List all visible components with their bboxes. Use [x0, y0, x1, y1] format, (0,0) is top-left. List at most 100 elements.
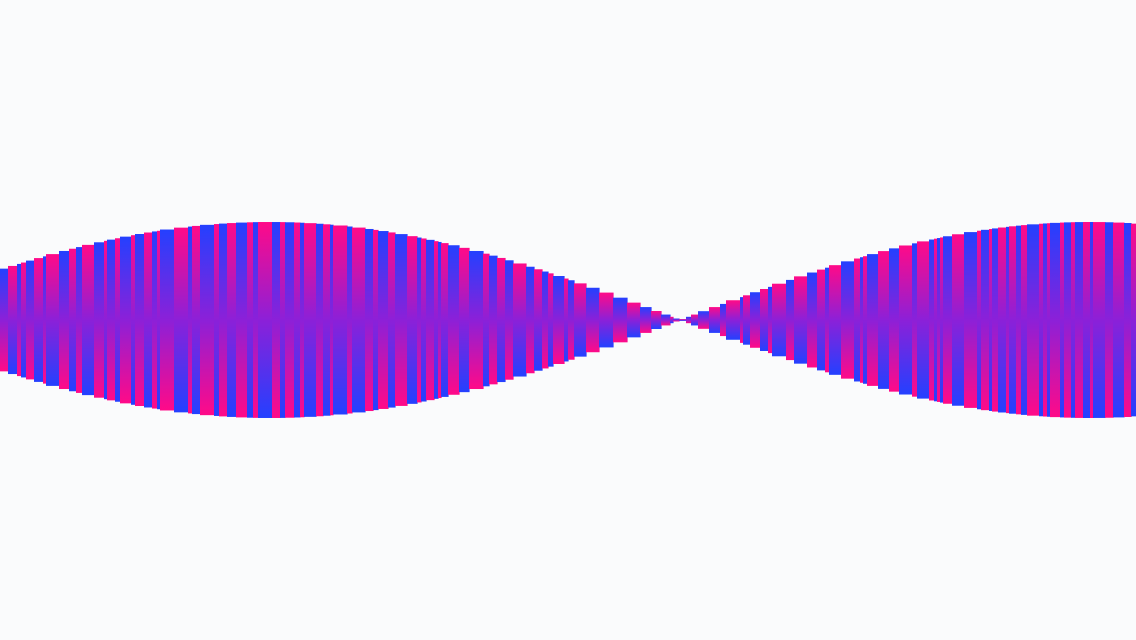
ribbon-stripe [227, 223, 237, 417]
ribbon-stripe [160, 229, 175, 411]
ribbon-stripe [937, 238, 941, 402]
ribbon-stripe [497, 257, 506, 383]
ribbon-stripe [21, 262, 27, 378]
ribbon-stripe [26, 260, 35, 380]
ribbon-stripe [661, 314, 671, 326]
ribbon-stripe [1113, 222, 1125, 418]
ribbon-stripe [272, 222, 281, 418]
ribbon-stripe [586, 287, 600, 353]
ribbon-stripe [373, 229, 379, 411]
ribbon-stripe [188, 226, 193, 414]
ribbon-stripe [726, 300, 741, 340]
ribbon-stripe [998, 227, 1007, 413]
ribbon-stripe [1124, 223, 1132, 417]
ribbon-stripe [860, 257, 864, 383]
ribbon-stripe [352, 227, 366, 413]
ribbon-stripe [829, 265, 842, 375]
ribbon-stripe [258, 222, 273, 418]
ribbon-stripe [285, 222, 295, 418]
ribbon-stripe [912, 243, 918, 397]
ribbon-stripe [627, 302, 641, 338]
ribbon-stripe [107, 239, 116, 401]
ribbon-stripe [917, 241, 930, 399]
ribbon-stripe [698, 311, 710, 329]
ribbon-stripe [679, 319, 687, 321]
ribbon-stripe [889, 248, 900, 392]
ribbon-stripe [640, 307, 652, 333]
ribbon-stripe [673, 318, 680, 322]
ribbon-stripe [94, 242, 105, 398]
ribbon-stripe [599, 292, 614, 348]
ribbon-stripe [59, 250, 70, 390]
ribbon-stripe [1021, 225, 1028, 415]
ribbon-stripe [825, 267, 830, 373]
ribbon-stripe [459, 247, 470, 393]
ribbon-stripe [534, 269, 543, 371]
ribbon-stripe [772, 283, 787, 357]
ribbon-stripe [120, 236, 132, 404]
ribbon-stripe [82, 244, 95, 396]
ribbon-stripe [651, 311, 662, 329]
ribbon-stripe [1039, 223, 1044, 417]
ribbon-stripe [743, 295, 751, 345]
ribbon-stripe [943, 236, 953, 404]
ribbon-stripe [768, 286, 773, 354]
ribbon-stripe [992, 228, 999, 412]
ribbon-stripe [280, 222, 286, 418]
ribbon-stripe [378, 231, 389, 409]
ribbon-stripe [157, 230, 161, 410]
ribbon-stripe [395, 234, 408, 406]
ribbon-stripe [1071, 222, 1076, 418]
ribbon-stripe [513, 263, 527, 377]
ribbon-stripe [807, 272, 818, 368]
ribbon-stripe [316, 223, 324, 417]
ribbon-stripe [434, 241, 439, 399]
ribbon-stripe [952, 234, 965, 406]
ribbon-stripe [794, 276, 808, 364]
ribbon-stripe [1060, 222, 1065, 418]
ribbon-stripe [709, 307, 721, 333]
ribbon-stripe [568, 280, 575, 360]
ribbon-stripe [691, 314, 699, 326]
ribbon-stripe [8, 265, 18, 375]
ribbon-stripe [786, 279, 795, 361]
ribbon-stripe [421, 238, 427, 402]
ribbon-stripe [1050, 222, 1061, 418]
ribbon-stripe [553, 276, 565, 364]
ribbon-stripe [365, 228, 374, 412]
ribbon-stripe [448, 245, 460, 395]
ribbon-stripe [330, 224, 334, 416]
ribbon-stripe [104, 240, 108, 400]
ribbon-stripe [253, 222, 259, 418]
ribbon-stripe [964, 232, 978, 408]
ribbon-stripe [34, 258, 44, 382]
ribbon-stripe [131, 235, 136, 405]
ribbon-stripe [300, 222, 305, 418]
ribbon-stripe [1047, 223, 1051, 417]
ribbon-stripe [548, 273, 554, 367]
ribbon-stripe [1027, 224, 1040, 416]
ribbon-stripe [174, 227, 189, 413]
ribbon-stripe [1075, 222, 1084, 418]
ribbon-stripe [740, 297, 744, 343]
ribbon-stripe [1093, 222, 1106, 418]
ribbon-stripe [989, 229, 993, 411]
ribbon-stripe [407, 236, 418, 404]
ribbon-stripe [417, 237, 422, 403]
ribbon-stripe [333, 225, 348, 415]
ribbon-stripe [76, 247, 83, 393]
ribbon-stripe [542, 271, 549, 369]
ribbon-stripe [152, 231, 158, 409]
ribbon-stripe [17, 263, 22, 377]
ribbon-stripe [878, 251, 890, 389]
ribbon-stripe [115, 238, 121, 402]
ribbon-stripe [347, 226, 353, 414]
ribbon-stripe [1083, 222, 1091, 418]
ribbon-stripe [817, 269, 826, 371]
ribbon-stripe [934, 238, 938, 402]
ribbon-stripe [43, 256, 47, 384]
ribbon-stripe [144, 232, 153, 408]
ribbon-stripe [304, 223, 317, 417]
ribbon-stripe [750, 292, 761, 348]
